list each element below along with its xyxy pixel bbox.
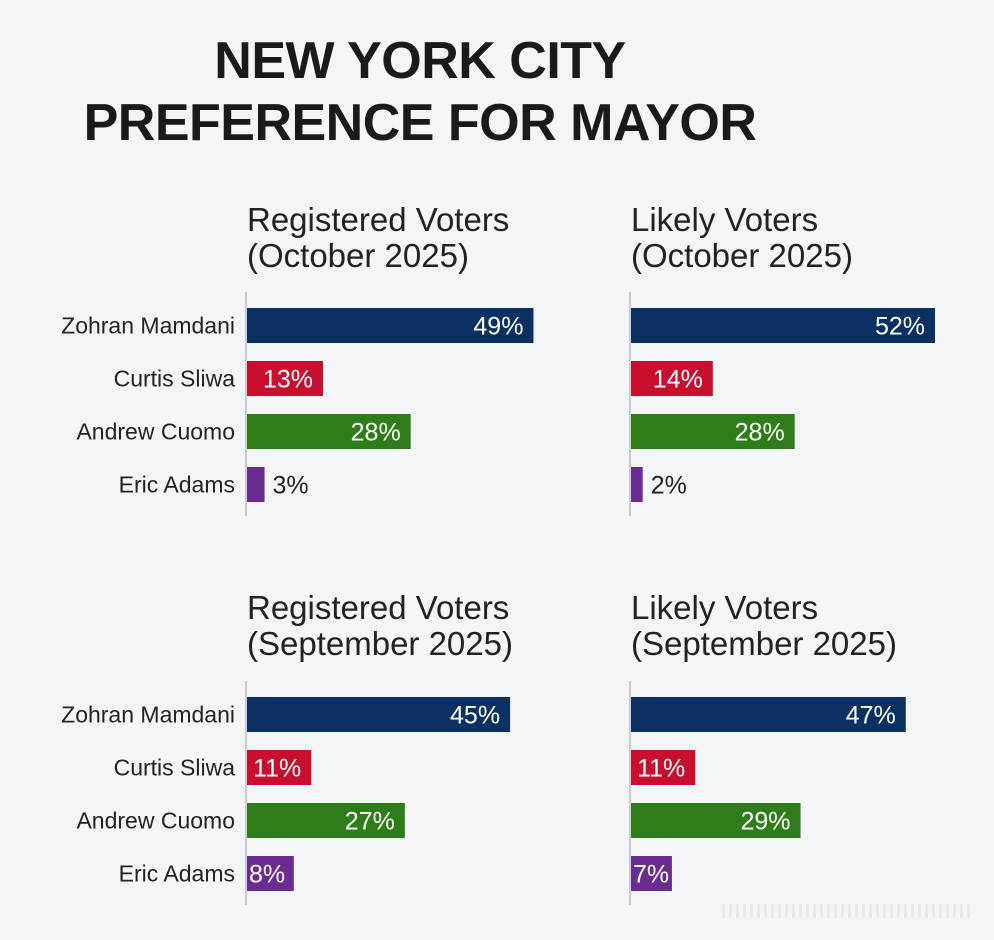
- bar-curtis-sliwa: [247, 750, 312, 785]
- value-label-eric-adams: 3%: [273, 472, 309, 500]
- value-label-zohran-mamdani: 49%: [473, 313, 523, 341]
- bar-eric-adams: [247, 856, 294, 891]
- value-label-zohran-mamdani: 52%: [875, 313, 925, 341]
- category-label-eric-adams: Eric Adams: [119, 472, 235, 498]
- value-label-andrew-cuomo: 29%: [740, 808, 790, 836]
- watermark: [722, 904, 972, 918]
- title-line-1: NEW YORK CITY: [214, 32, 626, 90]
- bar-zohran-mamdani: [631, 697, 906, 732]
- bar-eric-adams: [247, 467, 265, 502]
- value-label-curtis-sliwa: 14%: [653, 366, 703, 394]
- value-label-andrew-cuomo: 28%: [351, 419, 401, 447]
- page-title: NEW YORK CITY PREFERENCE FOR MAYOR: [0, 30, 840, 154]
- panel-title-likely-october: Likely Voters (October 2025): [631, 201, 853, 274]
- category-label-curtis-sliwa: Curtis Sliwa: [114, 366, 236, 392]
- value-label-zohran-mamdani: 47%: [846, 702, 896, 730]
- bar-andrew-cuomo: [247, 414, 411, 449]
- bar-zohran-mamdani: [247, 308, 534, 343]
- value-label-andrew-cuomo: 28%: [735, 419, 785, 447]
- chart-registered-september: Zohran Mamdani 45% Curtis Sliwa 11% Andrew C…: [61, 681, 511, 905]
- panel-title-registered-september: Registered Voters (September 2025): [247, 589, 513, 662]
- bar-eric-adams: [631, 856, 672, 891]
- bar-curtis-sliwa: [631, 750, 696, 785]
- value-label-curtis-sliwa: 11%: [253, 755, 301, 783]
- title-line-2: PREFERENCE FOR MAYOR: [83, 94, 757, 152]
- bar-curtis-sliwa: [631, 361, 713, 396]
- value-label-curtis-sliwa: 13%: [263, 366, 313, 394]
- bar-andrew-cuomo: [247, 803, 405, 838]
- bar-curtis-sliwa: [247, 361, 323, 396]
- chart-registered-october: Zohran Mamdani 49% Curtis Sliwa 13% Andrew C…: [61, 292, 534, 516]
- category-label-curtis-sliwa: Curtis Sliwa: [114, 755, 236, 781]
- category-label-zohran-mamdani: Zohran Mamdani: [61, 702, 235, 728]
- chart-likely-october: 52% 14% 28% 2%: [629, 292, 935, 516]
- panel-title-registered-october: Registered Voters (October 2025): [247, 201, 510, 274]
- category-label-andrew-cuomo: Andrew Cuomo: [76, 419, 235, 445]
- panel-title-likely-september: Likely Voters (September 2025): [631, 589, 897, 662]
- value-label-eric-adams: 7%: [633, 861, 669, 889]
- bar-andrew-cuomo: [631, 414, 795, 449]
- bar-eric-adams: [631, 467, 643, 502]
- chart-likely-september: 47% 11% 29% 7%: [629, 681, 906, 905]
- value-label-eric-adams: 8%: [249, 861, 285, 889]
- category-label-zohran-mamdani: Zohran Mamdani: [61, 313, 235, 339]
- value-label-zohran-mamdani: 45%: [450, 702, 500, 730]
- value-label-eric-adams: 2%: [651, 472, 687, 500]
- bar-zohran-mamdani: [631, 308, 935, 343]
- category-label-eric-adams: Eric Adams: [119, 861, 235, 887]
- value-label-andrew-cuomo: 27%: [345, 808, 395, 836]
- bar-andrew-cuomo: [631, 803, 801, 838]
- bar-zohran-mamdani: [247, 697, 511, 732]
- category-label-andrew-cuomo: Andrew Cuomo: [76, 808, 235, 834]
- value-label-curtis-sliwa: 11%: [637, 755, 685, 783]
